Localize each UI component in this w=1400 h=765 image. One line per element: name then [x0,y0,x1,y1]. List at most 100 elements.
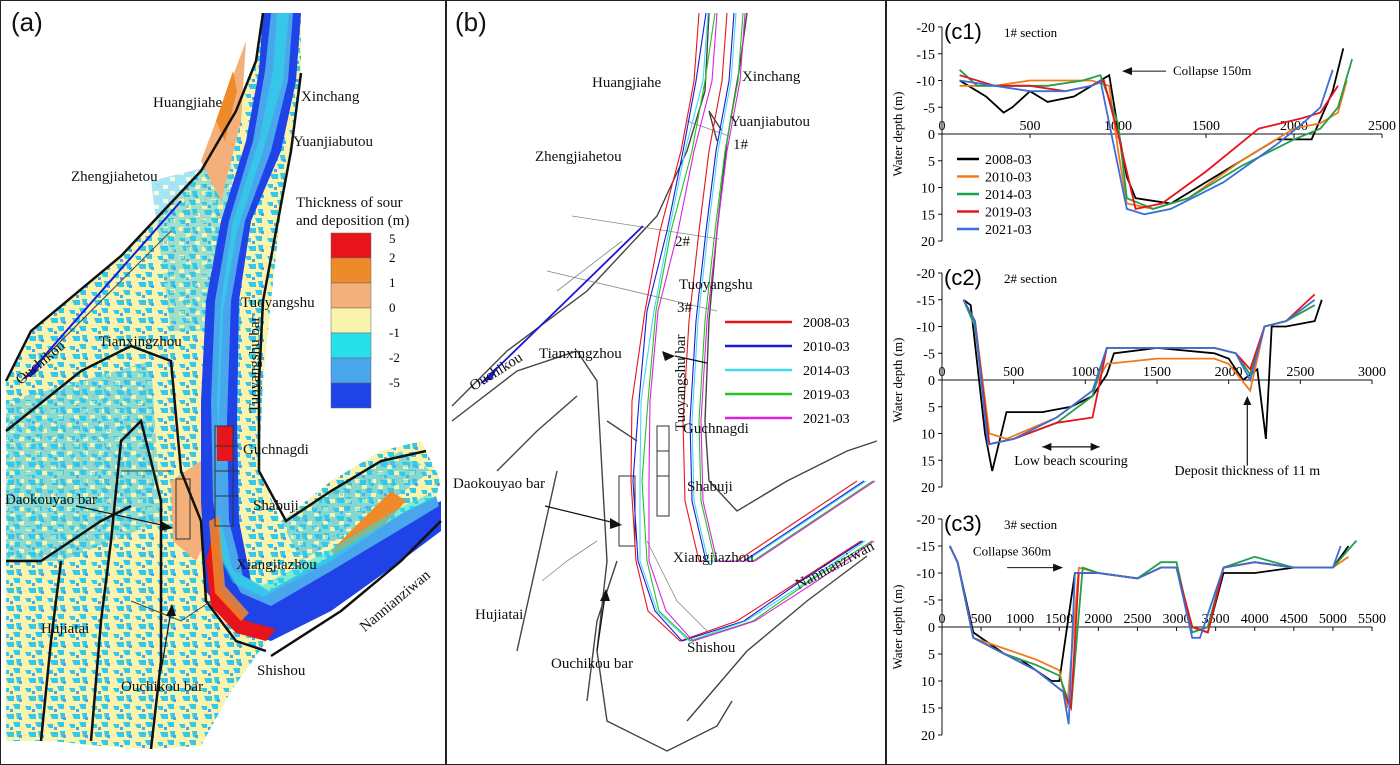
annotation-arrowhead [1090,442,1100,451]
annotation-arrowhead [1053,563,1064,572]
place-label: Yuanjiabutou [293,134,373,150]
legend-label: 5 [389,231,396,246]
legend-title: and deposition (m) [296,213,410,229]
place-label: Yuanjiabutou [730,114,810,130]
section-label: (c3) [944,511,982,536]
legend-label: -5 [389,375,400,390]
place-label: Tuoyangshu bar [247,316,263,413]
legend-swatch [330,382,372,409]
x-tick-label: 4000 [1241,612,1269,627]
legend-label: 2014-03 [985,188,1032,203]
y-tick-label: -5 [923,101,935,116]
place-label: Xiangjiazhou [236,557,317,573]
bank-line [641,12,873,642]
legend-label: -1 [389,325,400,340]
place-label: Daokouyao bar [453,476,546,492]
annotation-text: Collapse 360m [973,544,1051,559]
cross-section-charts: -20 -15 -10 -5 0 5 10 15 20 0 500 1000 1500 2000 2500 W… [890,19,1396,744]
x-tick-label: 500 [1003,365,1024,380]
legend-swatch [330,332,372,359]
place-label: Huangjiahe [592,75,662,91]
series-line-2021-03 [962,299,1316,446]
scour-deposition-map: 5 2 1 0 -1 -2 -5 [4,12,442,750]
section-marker: 1# [733,137,748,153]
y-tick-label: -20 [916,267,935,282]
annotation-arrowhead [1042,442,1052,451]
series-line-2021-03 [959,69,1334,216]
y-axis-label: Water depth (m) [890,585,905,670]
x-tick-label: 1500 [1045,612,1073,627]
x-tick-label: 2000 [1084,612,1112,627]
legend-label: -2 [389,350,400,365]
legend-label: 2008-03 [803,316,850,331]
bank-line [639,12,866,642]
place-label: Xinchang [742,69,801,85]
y-tick-label: 15 [921,454,935,469]
bank-line [691,12,867,562]
place-label: Xiangjiazhou [673,550,754,566]
x-tick-label: 2000 [1280,119,1308,134]
place-label: Shabuji [253,498,299,514]
y-tick-label: 20 [921,235,935,250]
legend-title: Thickness of sour [296,195,403,211]
map-panel-a: 5 2 1 0 -1 -2 -5 (a) Huangjiahe Xinchang Yuanj… [0,0,446,765]
y-tick-label: 0 [928,621,935,636]
x-tick-label: 2500 [1123,612,1151,627]
annotation-text: Deposit thickness of 11 m [1174,464,1320,479]
bank-line [689,12,865,562]
section-label: (c2) [944,265,982,290]
y-tick-label: -20 [916,513,935,528]
y-tick-label: 10 [921,428,935,443]
legend-swatch [330,307,372,334]
legend-label: 0 [389,300,396,315]
bank-line [648,12,875,642]
x-tick-label: 1500 [1192,119,1220,134]
section-chart-c3: -20 -15 -10 -5 0 5 10 15 20 0 500 1000 1500 2000 2500 3… [890,511,1386,744]
legend-label: 1 [389,275,396,290]
place-label: Zhengjiahetou [535,149,622,165]
y-tick-label: 10 [921,182,935,197]
y-tick-label: 15 [921,702,935,717]
legend-label: 2 [389,250,396,265]
place-label: Huangjiahe [153,95,223,111]
x-tick-label: 1500 [1143,365,1171,380]
legend-label: 2019-03 [985,206,1032,221]
bank-line [698,12,874,562]
y-tick-label: -15 [916,48,935,63]
y-tick-label: -15 [916,540,935,555]
y-tick-label: 20 [921,481,935,496]
legend-label: 2014-03 [803,364,850,379]
x-tick-label: 1000 [1006,612,1034,627]
legend-swatch [330,257,372,284]
section-title: 1# section [1004,25,1058,40]
place-label: Tuoyangshu [241,295,315,311]
x-tick-label: 1000 [1071,365,1099,380]
x-tick-label: 0 [939,365,946,380]
x-tick-label: 500 [1020,119,1041,134]
bank-line [682,12,858,562]
place-label: Shishou [257,663,306,679]
legend-label: 2010-03 [803,340,850,355]
place-label: Tianxingzhou [99,334,182,350]
place-label: Zhengjiahetou [71,169,158,185]
bank-line [632,12,864,642]
y-tick-label: -10 [916,75,935,90]
section-title: 2# section [1004,271,1058,286]
series-line-2008-03 [962,299,1323,472]
annotation-text: Collapse 150m [1173,63,1251,78]
place-label: Hujiatai [475,607,524,623]
y-tick-label: -10 [916,321,935,336]
legend-label: 2021-03 [803,412,850,427]
section-label: (c1) [944,19,982,44]
bank-line [630,12,862,642]
x-tick-label: 3000 [1163,612,1191,627]
legend-label: 2008-03 [985,153,1032,168]
panel-label: (a) [11,7,43,37]
series-line-2010-03 [959,79,1348,210]
bank-line [700,12,876,562]
place-label: Guchnagdi [243,442,309,458]
legend-colorbar: 5 2 1 0 -1 -2 -5 [330,231,400,409]
y-tick-label: 5 [928,155,935,170]
y-axis-label: Water depth (m) [890,338,905,423]
y-tick-label: -15 [916,294,935,309]
